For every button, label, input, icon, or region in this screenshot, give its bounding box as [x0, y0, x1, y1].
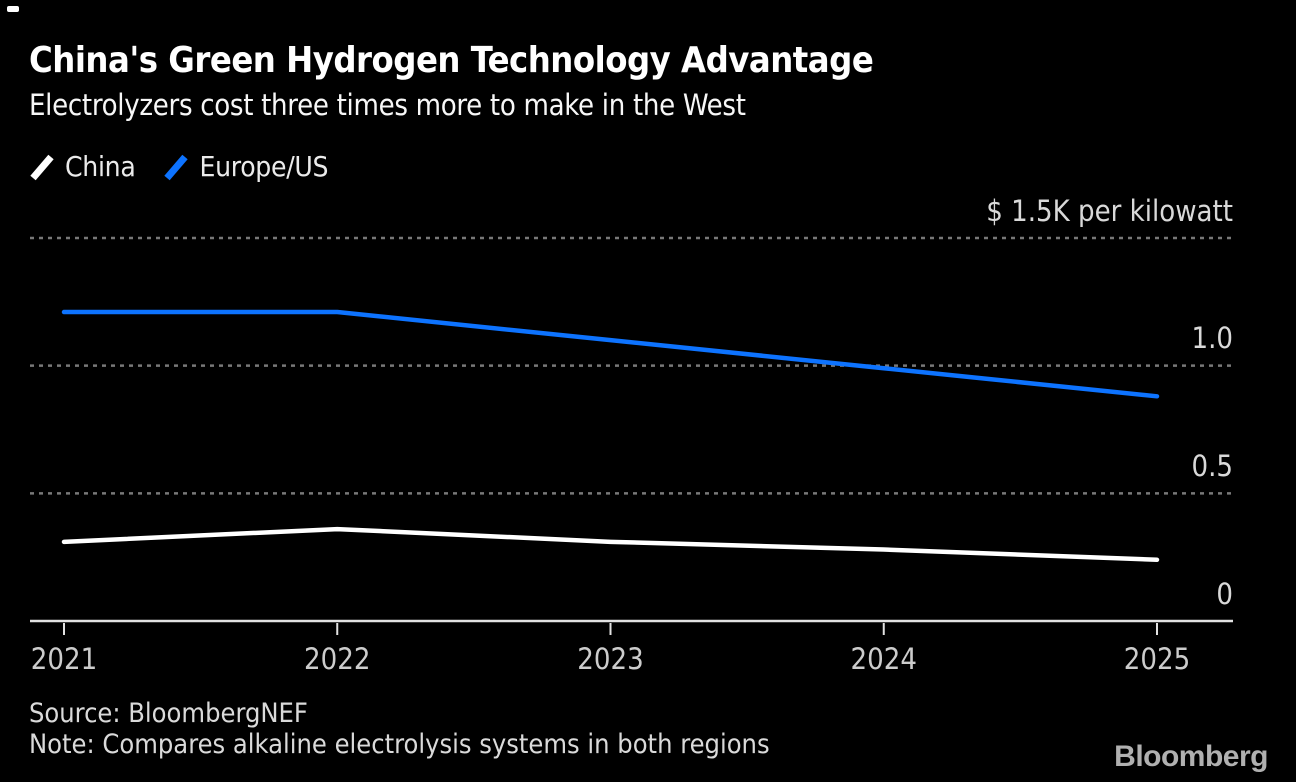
- x-axis-label-2025: 2025: [1123, 642, 1191, 676]
- series-line-china: [61, 526, 1160, 562]
- corner-mark: [7, 6, 19, 12]
- europe-us-line-swatch-icon: [164, 154, 189, 180]
- legend-label-china: China: [65, 150, 136, 183]
- y-axis-label-0-5: 0.5: [1191, 449, 1233, 483]
- y-axis-label-1-0: 1.0: [1191, 321, 1233, 355]
- series-line-europe-us: [61, 309, 1160, 399]
- china-line-swatch-icon: [30, 154, 54, 180]
- legend-label-europe-us: Europe/US: [199, 150, 329, 183]
- note-text: Note: Compares alkaline electrolysis sys…: [29, 729, 770, 760]
- legend-item-europe-us: Europe/US: [163, 150, 329, 183]
- legend-item-china: China: [29, 150, 136, 183]
- x-axis-label-2023: 2023: [577, 642, 644, 676]
- chart-title: China's Green Hydrogen Technology Advant…: [29, 40, 874, 81]
- source-text: Source: BloombergNEF: [29, 698, 308, 729]
- x-axis-label-2024: 2024: [850, 642, 917, 676]
- chart-subtitle: Electrolyzers cost three times more to m…: [29, 88, 746, 122]
- chart-canvas: [30, 236, 1233, 635]
- legend: China Europe/US: [29, 150, 329, 183]
- y-axis-top-unit-label: $ 1.5K per kilowatt: [986, 194, 1233, 228]
- x-axis-label-2022: 2022: [304, 642, 371, 676]
- y-axis-label-0: 0: [1216, 577, 1233, 611]
- bloomberg-logo: Bloomberg: [1114, 740, 1268, 773]
- x-axis-label-2021: 2021: [30, 642, 98, 676]
